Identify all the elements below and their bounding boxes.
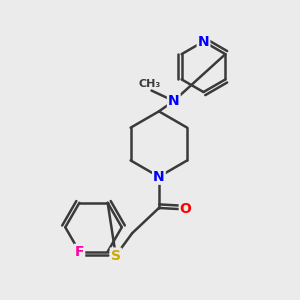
Text: CH₃: CH₃ <box>139 79 161 89</box>
Text: N: N <box>168 94 180 108</box>
Text: F: F <box>75 245 84 259</box>
Text: N: N <box>198 34 209 49</box>
Text: N: N <box>153 170 165 184</box>
Text: O: O <box>180 202 192 216</box>
Text: S: S <box>111 248 121 262</box>
